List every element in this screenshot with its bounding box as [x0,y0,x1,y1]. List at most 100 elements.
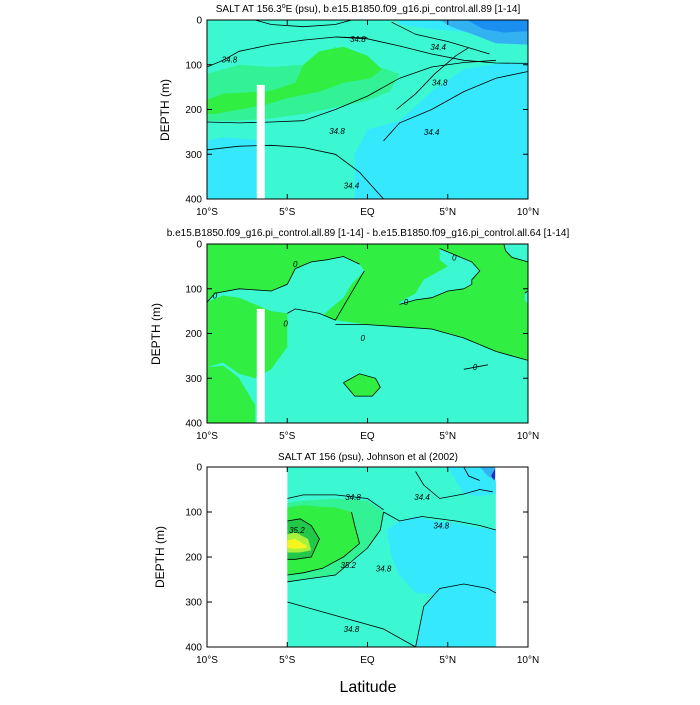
contour-line [439,248,481,290]
contour-fill-cyan [386,516,496,647]
panel-title: SALT AT 156.3oE (psu), b.e15.B1850.f09_g… [216,3,521,15]
contour-line [287,518,320,560]
contour-label: 34.8 [345,493,361,502]
contour-line [207,59,496,124]
y-tick-label: 0 [196,463,202,474]
y-tick-label: 300 [185,150,202,161]
contour-line [415,583,496,647]
missing-data-mask [495,467,496,481]
x-tick-label: EQ [360,431,375,442]
panel-observed-salinity: SALT AT 156 (psu), Johnson et al (2002) … [153,452,539,696]
contour-label: 34.8 [350,35,366,44]
contour-label: 34.8 [434,522,450,531]
panel-model-salinity: SALT AT 156.3oE (psu), b.e15.B1850.f09_g… [158,3,539,218]
contour-line [396,47,469,110]
contour-line [287,601,416,647]
contour-label: 34.4 [424,128,440,137]
contour-fill-aqua [399,248,480,305]
contour-line [255,20,352,28]
panel-salinity-difference: b.e15.B1850.f09_g16.pi_control.all.89 [1… [149,228,569,442]
contour-label: 34.4 [414,493,430,502]
contour-fill-green [343,373,381,397]
contour-line [463,467,480,481]
contour-label: 0 [473,363,478,372]
contour-label: 35.2 [340,561,356,570]
contour-label: 0 [452,253,457,262]
y-tick-label: 200 [185,105,202,116]
x-tick-label: 5°N [439,207,456,218]
contour-line [383,511,496,531]
contour-fill-blue [479,467,496,481]
contour-fill-cyan [447,467,496,497]
x-tick-label: 5°N [439,431,456,442]
y-axis-label: DEPTH (m) [158,79,172,141]
contour-label: 34.4 [344,182,360,191]
contour-line [207,144,384,199]
contour-line [335,36,528,64]
contour-label: 34.8 [432,79,448,88]
panel-title: b.e15.B1850.f09_g16.pi_control.all.89 [1… [167,228,570,239]
y-tick-label: 0 [196,240,202,251]
contour-field: 34.8 34.8 34.4 34.8 34.8 34.4 34.4 [207,20,528,199]
contour-label: 35.2 [289,526,305,535]
y-tick-label: 300 [185,598,202,609]
x-tick-label: EQ [360,655,375,666]
y-tick-label: 100 [185,284,202,295]
contour-label: 34.8 [376,564,392,573]
contour-line [399,288,464,305]
contour-label: 0 [283,320,288,329]
contour-line [295,256,360,269]
contour-fill-navy [491,467,496,481]
y-axis-label: DEPTH (m) [149,303,163,365]
x-tick-label: 5°N [439,655,456,666]
contour-label: 0 [213,291,218,300]
contour-line [524,290,528,294]
contour-label: 0 [404,298,409,307]
x-tick-label: 10°S [196,431,218,442]
contour-field: 34.8 34.4 34.8 35.2 35.2 34.8 34.8 [287,467,496,647]
contour-fill-cyan [207,137,265,199]
contour-line [503,244,528,263]
x-tick-label: 5°S [279,431,296,442]
contour-line [383,71,528,142]
contour-label: 34.8 [329,127,345,136]
panel-title: SALT AT 156 (psu), Johnson et al (2002) [278,452,458,463]
contour-label: 0 [360,334,365,343]
contour-line [463,364,488,370]
contour-line [367,511,384,549]
x-tick-label: 10°N [517,207,539,218]
y-tick-label: 0 [196,16,202,27]
contour-fill-green [207,46,382,114]
y-tick-label: 400 [185,643,202,654]
contour-line [343,373,381,397]
y-tick-label: 400 [185,195,202,206]
y-tick-label: 400 [185,419,202,430]
missing-data-mask [256,308,265,423]
x-tick-label: 10°S [196,207,218,218]
x-tick-label: 10°N [517,431,539,442]
contour-label: 34.8 [344,625,360,634]
y-tick-label: 200 [185,553,202,564]
contour-fill-yellow [287,539,307,549]
contour-fill-cyan [354,20,528,199]
x-axis-label: Latitude [340,679,397,696]
contour-line [415,471,493,499]
x-tick-label: 10°S [196,655,218,666]
missing-data-mask [256,84,265,199]
contour-line [287,494,384,511]
y-tick-label: 200 [185,329,202,340]
y-tick-label: 100 [185,508,202,519]
contour-line [335,324,528,361]
contour-fill-aqua [524,291,528,305]
contour-fill-green [207,365,256,423]
contour-line [391,21,490,55]
contour-fill-aqua [207,308,528,423]
x-tick-label: 5°S [279,207,296,218]
contour-fill-aqua [503,244,528,262]
x-tick-label: 5°S [279,655,296,666]
contour-label: 34.8 [222,55,238,64]
x-tick-label: EQ [360,207,375,218]
contour-fill-aqua [207,256,365,321]
